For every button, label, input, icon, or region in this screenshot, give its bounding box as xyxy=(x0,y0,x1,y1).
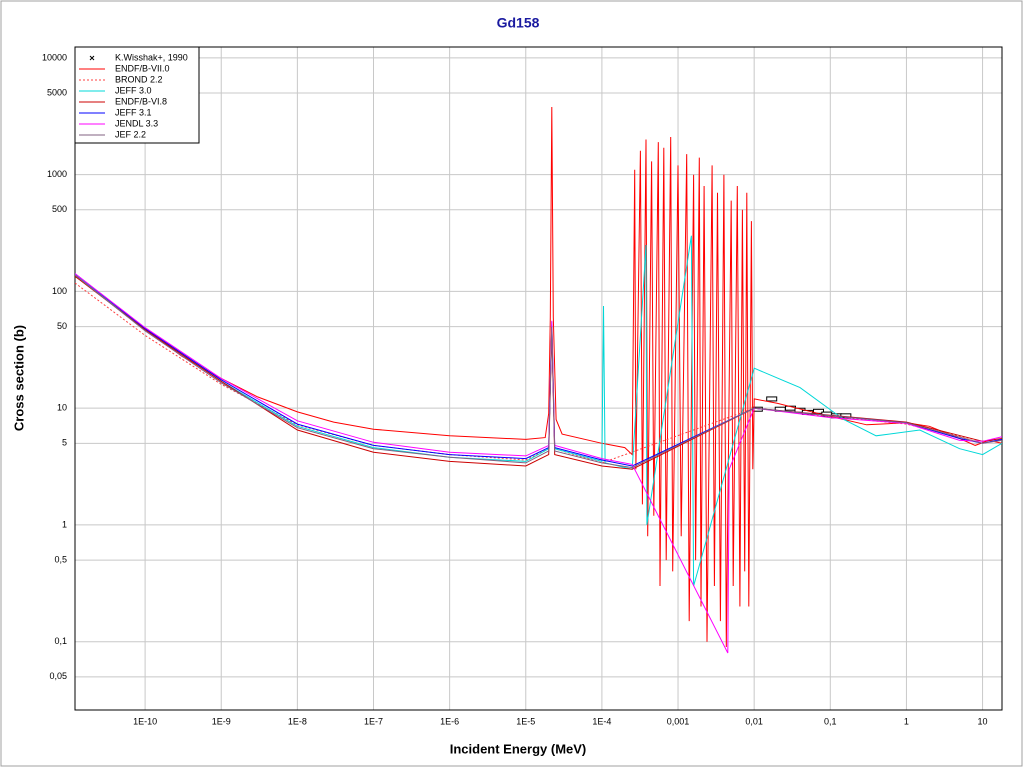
legend-label: BROND 2.2 xyxy=(115,74,163,84)
legend-marker xyxy=(89,55,95,61)
y-tick-label: 0,05 xyxy=(49,671,67,681)
y-tick-label: 5000 xyxy=(47,87,67,97)
legend-label: K.Wisshak+, 1990 xyxy=(115,52,188,62)
x-tick-label: 0,01 xyxy=(745,716,763,726)
x-tick-label: 1E-7 xyxy=(364,716,383,726)
legend-label: JEFF 3.0 xyxy=(115,85,152,95)
y-tick-label: 50 xyxy=(57,321,67,331)
y-tick-label: 0,5 xyxy=(54,554,67,564)
legend-label: JENDL 3.3 xyxy=(115,118,158,128)
y-axis-label: Cross section (b) xyxy=(11,325,26,431)
data-point xyxy=(766,396,778,402)
series-line xyxy=(75,235,1002,587)
series-line xyxy=(75,273,1002,654)
plot-area xyxy=(74,46,1003,711)
y-tick-label: 1 xyxy=(62,519,67,529)
x-tick-label: 0,1 xyxy=(824,716,837,726)
y-tick-label: 0,1 xyxy=(54,636,67,646)
series-line xyxy=(75,274,1002,469)
x-tick-label: 1E-8 xyxy=(288,716,307,726)
series-line xyxy=(75,282,1002,464)
legend-box xyxy=(74,46,200,144)
x-tick-label: 1E-6 xyxy=(440,716,459,726)
y-tick-label: 10000 xyxy=(42,52,67,62)
x-tick-label: 10 xyxy=(978,716,988,726)
y-tick-label: 5 xyxy=(62,438,67,448)
x-tick-label: 0,001 xyxy=(667,716,690,726)
series-line xyxy=(75,106,1002,648)
x-tick-label: 1E-4 xyxy=(592,716,611,726)
plot-layer xyxy=(75,106,1002,654)
y-tick-label: 10 xyxy=(57,403,67,413)
x-tick-label: 1E-10 xyxy=(133,716,157,726)
legend-label: ENDF/B-VI.8 xyxy=(115,96,167,106)
legend-label: ENDF/B-VII.0 xyxy=(115,63,170,73)
x-tick-label: 1E-9 xyxy=(212,716,231,726)
chart-title: Gd158 xyxy=(497,15,540,31)
y-tick-label: 100 xyxy=(52,286,67,296)
x-tick-label: 1E-5 xyxy=(516,716,535,726)
y-tick-label: 1000 xyxy=(47,169,67,179)
legend-label: JEFF 3.1 xyxy=(115,107,152,117)
y-tick-label: 500 xyxy=(52,204,67,214)
x-axis-label: Incident Energy (MeV) xyxy=(450,741,587,756)
legend-label: JEF 2.2 xyxy=(115,129,146,139)
x-tick-label: 1 xyxy=(904,716,909,726)
